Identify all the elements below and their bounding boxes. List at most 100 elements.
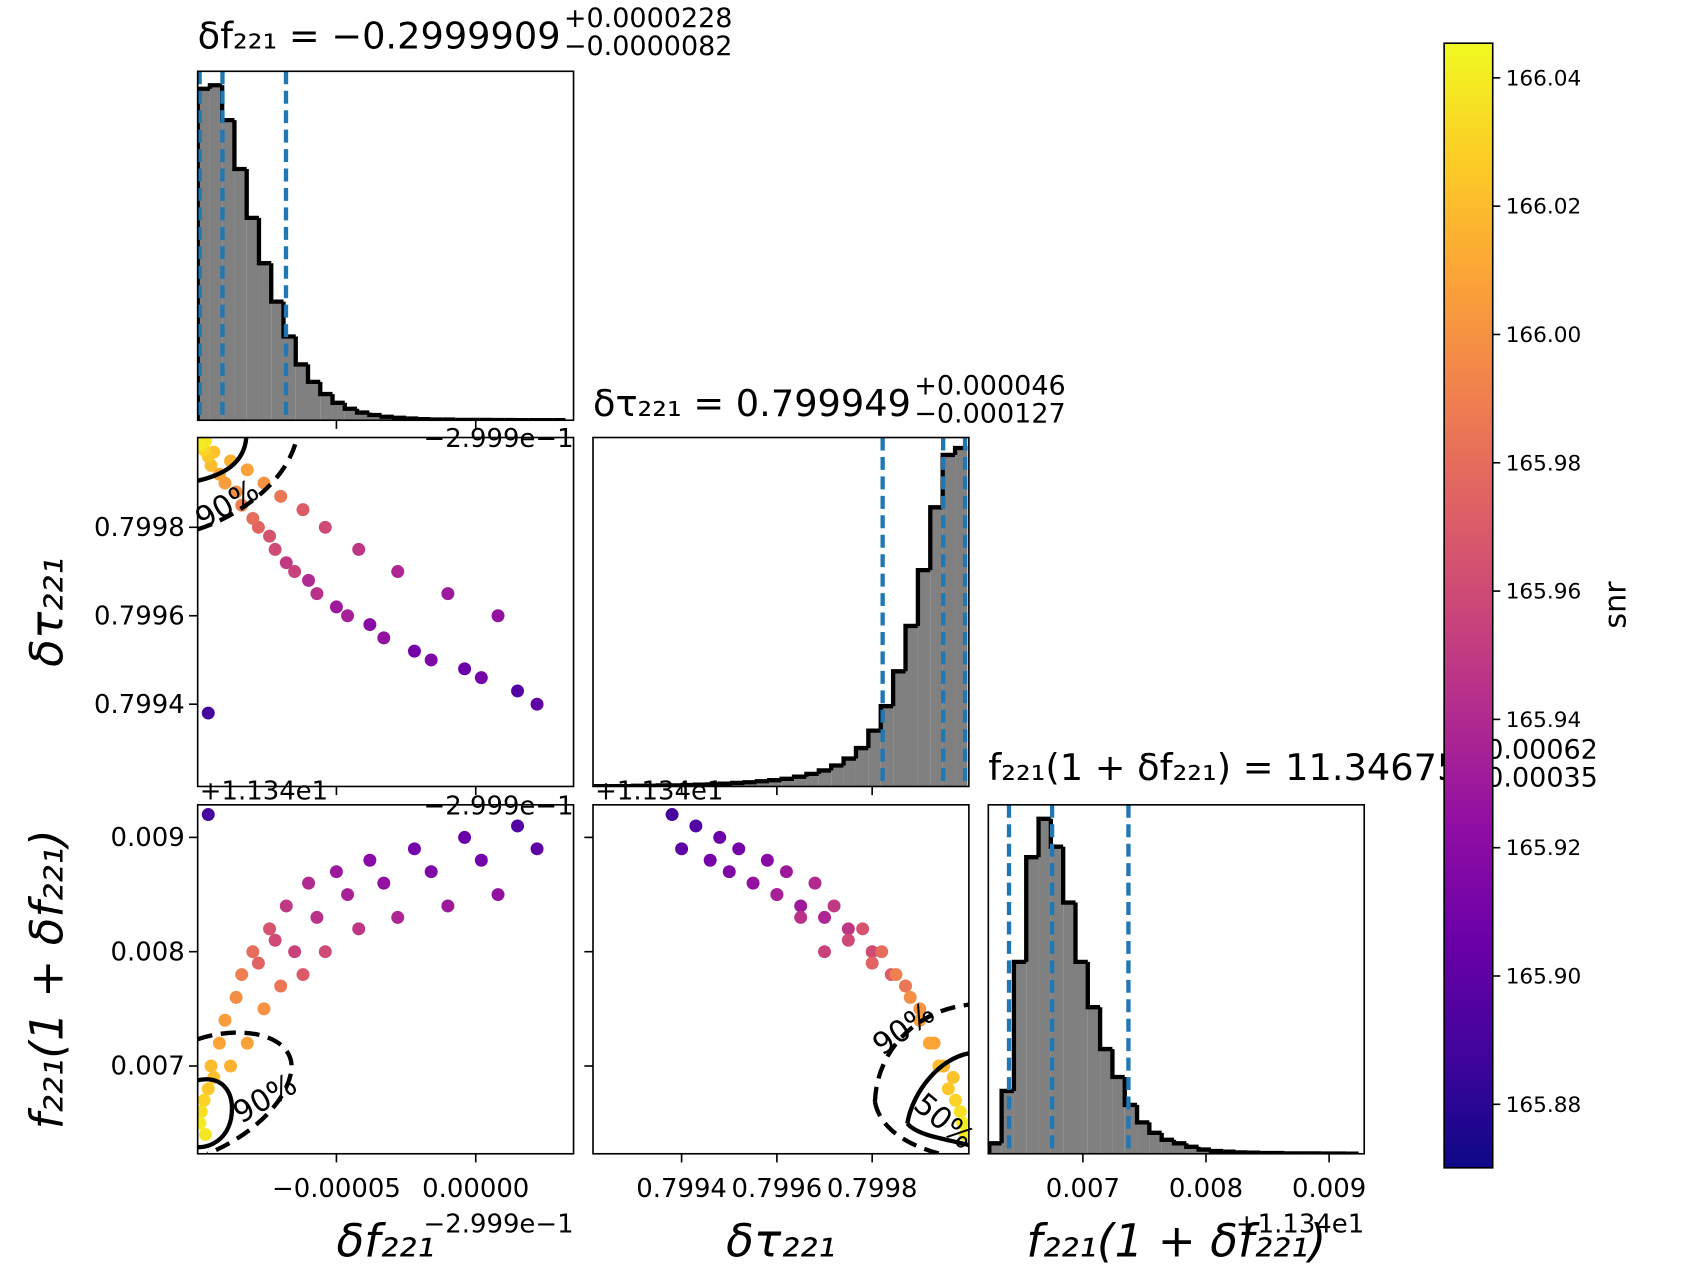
hist-step xyxy=(1011,959,1027,1091)
hist-bar xyxy=(1161,1139,1174,1154)
y-tick-label: 0.009 xyxy=(111,823,185,853)
hist-step xyxy=(866,728,881,749)
hist-step xyxy=(379,414,394,419)
sample-point xyxy=(407,842,421,856)
hist-step xyxy=(717,781,733,786)
hist-step xyxy=(293,336,309,367)
hist-bar xyxy=(1137,1122,1150,1154)
sample-point xyxy=(665,808,679,822)
hist-step xyxy=(281,301,296,339)
sample-point xyxy=(212,1036,226,1050)
sample-point xyxy=(318,520,332,534)
hist-bar xyxy=(1173,1143,1187,1154)
sample-point xyxy=(875,945,889,959)
sample-point xyxy=(913,1002,927,1016)
hist-step xyxy=(1134,1104,1150,1125)
hist-step xyxy=(1024,855,1039,962)
hist-bar xyxy=(308,381,321,421)
title-upper-error: +0.0000228 xyxy=(564,3,733,34)
sample-point xyxy=(675,842,689,856)
y-tick-label: 0.008 xyxy=(111,937,185,967)
sample-point xyxy=(218,1013,232,1027)
hist-bar xyxy=(1013,961,1027,1154)
x-tick-label: 0.7998 xyxy=(827,1174,918,1204)
contour-line xyxy=(197,1030,294,1154)
sample-point xyxy=(474,671,488,685)
sample-point xyxy=(899,979,912,993)
sample-point xyxy=(246,945,260,959)
scatter xyxy=(197,808,544,1142)
x-tick-label: −0.00005 xyxy=(272,1174,401,1204)
hist-step xyxy=(940,452,956,508)
hist-bar xyxy=(1038,818,1051,1154)
hist-bar xyxy=(942,454,956,787)
sample-point xyxy=(240,1036,254,1050)
panel-title: δτ₂₂₁ = 0.799949 xyxy=(593,382,911,425)
sample-point xyxy=(268,542,282,556)
hist-step xyxy=(767,778,782,783)
hist-bar xyxy=(781,778,795,787)
hist-bar xyxy=(344,408,358,421)
hist-step xyxy=(816,768,832,774)
sample-point xyxy=(746,876,760,890)
sample-point xyxy=(363,618,377,632)
sample-point xyxy=(958,1128,969,1142)
hist-step xyxy=(197,86,210,421)
hist-bar xyxy=(222,120,235,421)
hist-step xyxy=(804,771,819,777)
hist-step xyxy=(903,623,918,672)
sample-point xyxy=(229,485,243,499)
colorbar-label: snr xyxy=(1599,581,1634,629)
hist-step xyxy=(318,381,333,397)
panel-title: δf₂₂₁ = −0.2999909 xyxy=(198,15,561,58)
hist-step xyxy=(1208,1148,1224,1154)
hist-bar xyxy=(258,263,272,421)
colorbar-tick-label: 165.92 xyxy=(1506,836,1582,861)
sample-point xyxy=(841,933,855,947)
hist-step xyxy=(1036,816,1051,858)
hist-step xyxy=(1159,1132,1174,1142)
hist-step xyxy=(853,745,869,759)
x-tick-label: 0.009 xyxy=(1292,1174,1366,1204)
sample-point xyxy=(946,1070,960,1084)
colorbar-tick-label: 166.04 xyxy=(1506,66,1582,91)
hist-bar xyxy=(295,364,309,421)
sample-point xyxy=(352,542,366,556)
hist-bar xyxy=(806,773,819,787)
sample-point xyxy=(296,503,310,517)
x-tick-label: 0.00000 xyxy=(422,1174,529,1204)
contour-line xyxy=(872,1002,969,1154)
sample-point xyxy=(279,556,293,570)
sample-point xyxy=(949,1093,963,1107)
sample-point xyxy=(246,511,260,525)
hist-step xyxy=(1147,1122,1162,1135)
title-lower-error: −0.000127 xyxy=(914,398,1065,429)
sample-point xyxy=(268,933,282,947)
colorbar-tick-label: 165.90 xyxy=(1506,965,1582,990)
sample-point xyxy=(474,853,488,867)
hist-step xyxy=(729,780,745,786)
hist-step xyxy=(1122,1076,1138,1108)
hist-step xyxy=(754,779,770,784)
sample-point xyxy=(263,529,277,543)
sample-point xyxy=(530,842,544,856)
hist-step xyxy=(367,412,382,418)
contour-line xyxy=(197,437,300,532)
hist-step xyxy=(1233,1150,1248,1154)
axis-offset: +1.134e1 xyxy=(1236,1210,1364,1240)
sample-point xyxy=(377,631,391,645)
hist-step xyxy=(1061,846,1076,905)
colorbar-tick-label: 166.00 xyxy=(1506,323,1582,348)
y-tick-label: 0.7994 xyxy=(94,690,185,720)
histogram xyxy=(197,71,566,421)
sample-point xyxy=(274,489,288,503)
colorbar-tick-label: 165.88 xyxy=(1506,1093,1582,1118)
hist-bar xyxy=(283,336,296,421)
sample-point xyxy=(310,587,324,601)
colorbar xyxy=(1443,42,1494,1169)
sample-point xyxy=(224,1059,238,1073)
hist-bar xyxy=(905,625,918,787)
sample-point xyxy=(703,853,717,867)
sample-point xyxy=(201,808,215,822)
